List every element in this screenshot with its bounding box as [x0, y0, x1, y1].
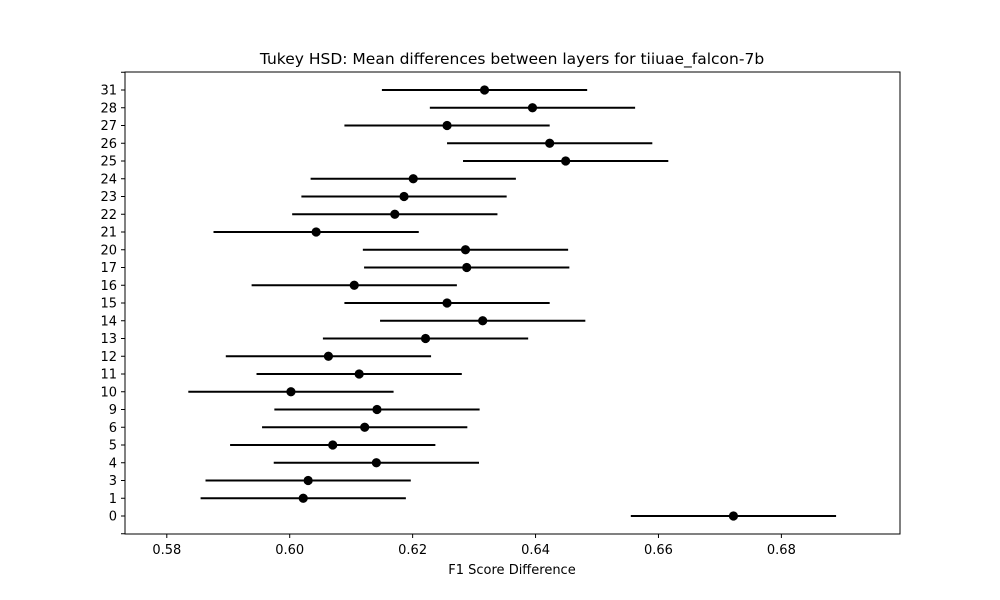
y-tick-label: 26	[100, 137, 117, 152]
mean-point	[354, 369, 364, 379]
mean-point	[390, 209, 400, 219]
mean-point	[478, 316, 488, 326]
x-axis: 0.58 0.60 0.62 0.64 0.66 0.68	[152, 534, 796, 558]
y-tick-label: 6	[109, 421, 117, 436]
y-tick-label: 3	[109, 474, 117, 489]
y-tick-label: 12	[100, 350, 117, 365]
mean-point	[286, 387, 296, 397]
x-tick-label: 0.58	[152, 543, 181, 558]
y-tick-label: 14	[100, 314, 117, 329]
mean-point	[728, 511, 739, 521]
y-tick-label: 15	[100, 297, 117, 312]
y-tick-label: 27	[100, 119, 117, 134]
y-tick-label: 0	[109, 510, 117, 525]
y-tick-label: 16	[100, 279, 117, 294]
chart-title: Tukey HSD: Mean differences between laye…	[259, 50, 764, 69]
y-axis: 0134569101112131415161720212223242526272…	[100, 71, 125, 535]
mean-point	[561, 156, 571, 166]
y-tick-label: 22	[100, 208, 117, 223]
mean-point	[360, 422, 370, 432]
mean-point	[442, 120, 452, 131]
x-axis-label: F1 Score Difference	[448, 563, 575, 578]
mean-point	[372, 404, 382, 415]
y-tick-label: 10	[100, 385, 117, 400]
y-tick-label: 5	[109, 439, 117, 454]
y-tick-label: 25	[100, 155, 117, 170]
mean-point	[328, 440, 338, 450]
y-tick-label: 28	[100, 101, 117, 116]
mean-point	[460, 245, 471, 255]
mean-point	[442, 298, 452, 308]
mean-point	[399, 191, 409, 202]
mean-point	[298, 493, 308, 503]
x-tick-label: 0.62	[398, 543, 427, 558]
y-tick-label: 17	[100, 261, 117, 276]
mean-point	[462, 262, 472, 273]
y-tick-label: 31	[100, 84, 117, 99]
mean-point	[323, 351, 334, 361]
x-tick-label: 0.68	[767, 543, 796, 558]
y-tick-label: 13	[100, 332, 117, 347]
y-tick-label: 9	[109, 403, 117, 418]
mean-point	[408, 174, 418, 184]
x-tick-label: 0.60	[275, 543, 304, 558]
mean-point	[420, 333, 431, 344]
mean-point	[545, 138, 555, 148]
mean-point	[527, 103, 538, 113]
y-tick-label: 21	[100, 226, 117, 241]
y-tick-label: 24	[100, 172, 117, 187]
y-tick-label: 11	[100, 368, 117, 383]
mean-point	[371, 458, 381, 468]
mean-point	[303, 475, 313, 486]
y-tick-label: 4	[109, 456, 117, 471]
mean-point	[311, 227, 321, 237]
y-tick-label: 1	[109, 492, 117, 507]
x-tick-label: 0.66	[644, 543, 673, 558]
y-tick-label: 23	[100, 190, 117, 205]
plot-area	[188, 85, 837, 521]
x-tick-label: 0.64	[521, 543, 550, 558]
mean-point	[349, 280, 359, 290]
y-tick-label: 20	[100, 243, 117, 258]
mean-point	[479, 85, 490, 95]
